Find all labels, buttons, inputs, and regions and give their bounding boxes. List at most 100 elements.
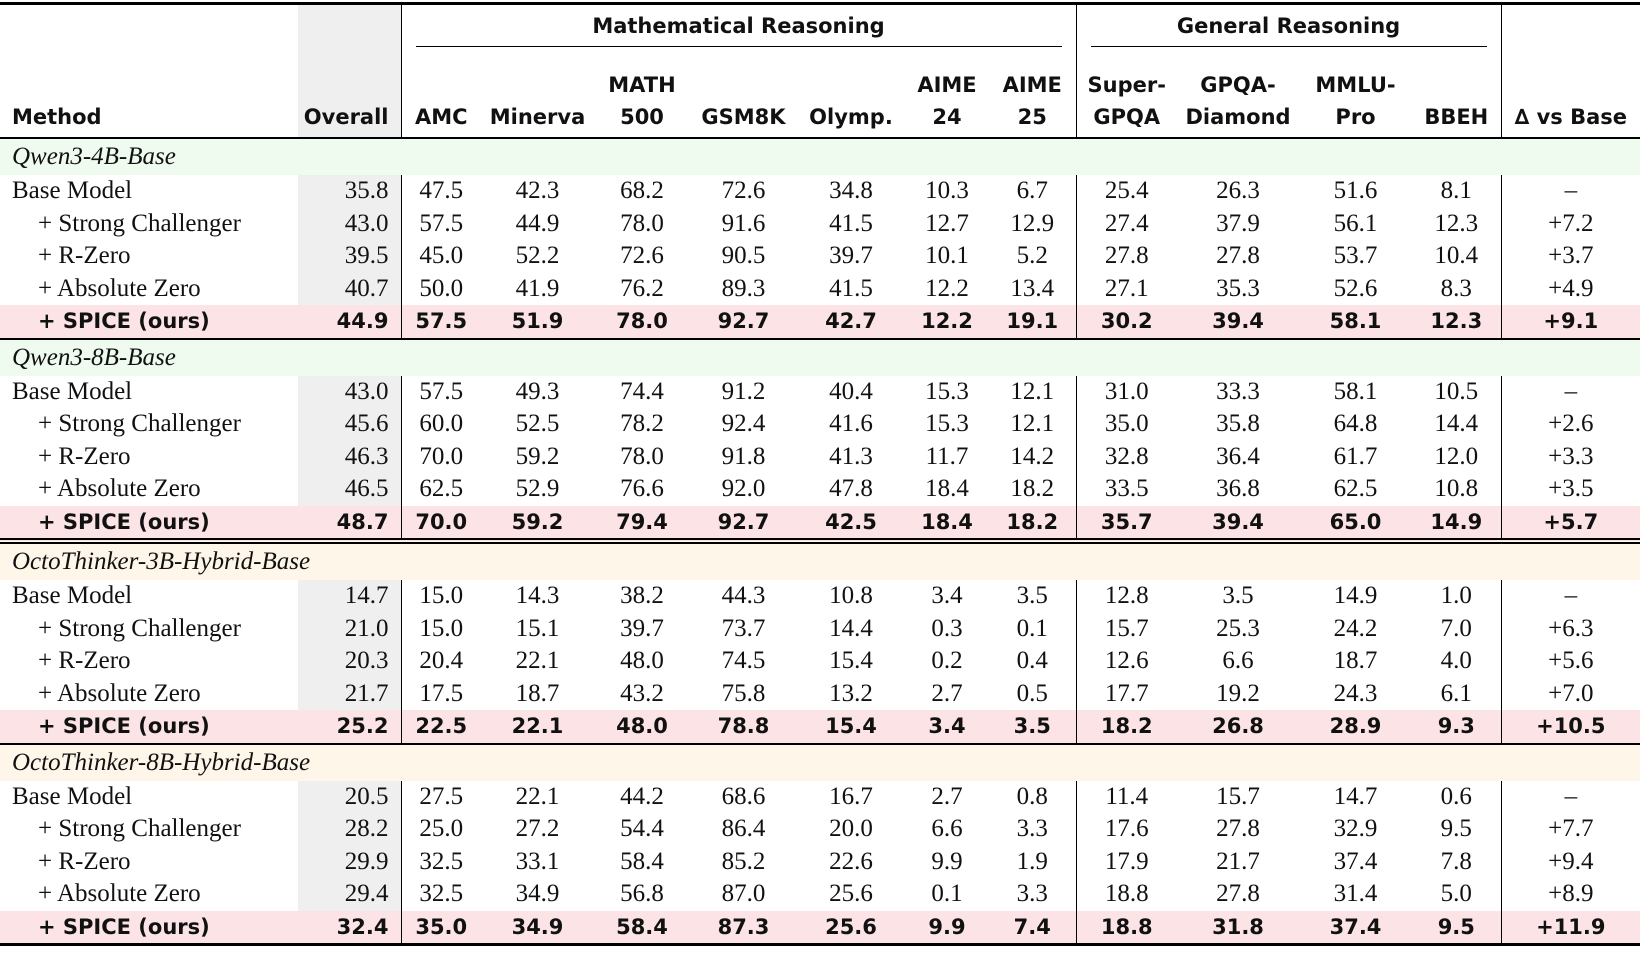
method-name: + R-Zero	[38, 647, 131, 675]
score-cell: 15.0	[419, 614, 464, 642]
score-cell: 24.2	[1333, 614, 1378, 642]
score-cell: 43.0	[298, 375, 402, 408]
column-header-line: Super-	[1087, 73, 1166, 97]
score-cell: 10.3	[925, 177, 969, 205]
score-cell: 5.2	[989, 240, 1077, 273]
score-cell: 0.3	[931, 614, 963, 642]
score-cell: 87.0	[721, 880, 766, 908]
score-cell: 86.4	[721, 815, 766, 843]
score-cell: 52.5	[515, 410, 560, 438]
score-cell: 3.5	[989, 710, 1077, 744]
column-header: MATH 500	[594, 51, 690, 138]
method-name: + SPICE (ours)	[0, 305, 298, 339]
result-row: + Strong Challenger 28.2 25.0 27.2 54.4 86.4 2…	[0, 813, 1640, 846]
score-cell: 62.5	[1333, 475, 1378, 503]
column-header: AIME 24	[905, 51, 989, 138]
score-cell: 14.2	[989, 440, 1077, 473]
score-cell: 9.5	[1412, 813, 1502, 846]
score-cell: 92.0	[721, 475, 766, 503]
score-cell: 39.4	[1177, 305, 1300, 339]
column-header: BBEH	[1412, 51, 1502, 138]
column-header-line: GPQA	[1093, 105, 1161, 129]
score-cell: 20.4	[419, 647, 464, 675]
score-cell: 10.8	[1412, 473, 1502, 506]
column-header: Minerva	[481, 51, 594, 138]
score-cell: 12.2	[905, 305, 989, 339]
score-cell: 92.4	[721, 410, 766, 438]
column-header-line: GSM8K	[701, 105, 786, 129]
score-cell: 9.3	[1412, 710, 1502, 744]
score-cell: 54.4	[620, 815, 664, 843]
section-title: OctoThinker-3B-Hybrid-Base	[0, 541, 1640, 580]
result-row: Base Model 35.8 47.5 42.3 68.2 72.6 34.8 10.3 6.…	[0, 175, 1640, 208]
score-cell: 51.9	[481, 305, 594, 339]
model-section: OctoThinker-8B-Hybrid-Base Base Model 20.5…	[0, 743, 1640, 945]
score-cell: 18.4	[925, 475, 969, 503]
model-section: OctoThinker-3B-Hybrid-Base Base Model 14.7…	[0, 541, 1640, 744]
empty-cell	[298, 3, 402, 51]
score-cell: +7.2	[1548, 209, 1594, 237]
score-cell: 17.6	[1104, 815, 1149, 843]
score-cell: +4.9	[1548, 274, 1594, 302]
score-cell: 70.0	[401, 505, 481, 541]
column-header: Overall	[298, 51, 402, 138]
section-title-row: OctoThinker-8B-Hybrid-Base	[0, 743, 1640, 781]
score-cell: +3.5	[1548, 475, 1594, 503]
score-cell: 64.8	[1333, 410, 1378, 438]
score-cell: 92.7	[690, 505, 797, 541]
score-cell: 79.4	[594, 505, 690, 541]
result-row: + Strong Challenger 43.0 57.5 44.9 78.0 91.6 4…	[0, 207, 1640, 240]
empty-cell	[0, 4, 298, 52]
score-cell: 27.8	[1216, 242, 1260, 270]
method-name: + R-Zero	[38, 442, 131, 470]
score-cell: 28.2	[298, 813, 402, 846]
score-cell: 9.5	[1412, 910, 1502, 945]
score-cell: 74.4	[620, 377, 664, 405]
score-cell: 48.0	[594, 710, 690, 744]
score-cell: +10.5	[1501, 710, 1640, 744]
score-cell: 28.9	[1299, 710, 1413, 744]
score-cell: 0.6	[1412, 780, 1502, 813]
score-cell: +2.6	[1548, 410, 1594, 438]
score-cell: 53.7	[1333, 242, 1378, 270]
score-cell: 25.3	[1216, 614, 1260, 642]
score-cell: 12.3	[1412, 305, 1502, 339]
score-cell: 0.1	[931, 880, 963, 908]
group-header: General Reasoning	[1076, 3, 1502, 51]
score-cell: 11.7	[925, 442, 969, 470]
score-cell: 35.3	[1216, 274, 1260, 302]
score-cell: 14.4	[829, 614, 873, 642]
score-cell: 21.7	[1216, 847, 1260, 875]
column-header: Olymp.	[797, 51, 905, 138]
score-cell: 12.9	[989, 207, 1077, 240]
score-cell: 22.1	[515, 647, 560, 675]
score-cell: 22.6	[829, 847, 873, 875]
score-cell: 25.6	[797, 910, 905, 945]
score-cell: 12.8	[1104, 582, 1149, 610]
score-cell: +5.7	[1501, 505, 1640, 541]
column-header-line: 500	[620, 105, 664, 129]
score-cell: 89.3	[721, 274, 766, 302]
score-cell: 22.1	[515, 782, 560, 810]
result-row: Base Model 14.7 15.0 14.3 38.2 44.3 10.8 3.4 3.5…	[0, 580, 1640, 613]
score-cell: 18.2	[1076, 710, 1178, 744]
score-cell: 65.0	[1299, 505, 1413, 541]
score-cell: 12.1	[989, 375, 1077, 408]
score-cell: 51.6	[1333, 177, 1378, 205]
group-header: Mathematical Reasoning	[401, 3, 1077, 51]
score-cell: 7.8	[1412, 845, 1502, 878]
score-cell: 78.0	[594, 305, 690, 339]
score-cell: 14.7	[298, 580, 402, 613]
score-cell: 17.9	[1104, 847, 1149, 875]
column-header-row: Method Overall AMC Minerva MATH 500 GSM8K Olymp…	[0, 51, 1640, 138]
score-cell: +8.9	[1548, 880, 1594, 908]
score-cell: 78.8	[690, 710, 797, 744]
column-header-line: GPQA-	[1200, 73, 1276, 97]
score-cell: 15.1	[515, 614, 560, 642]
score-cell: 27.1	[1104, 274, 1149, 302]
score-cell: 13.4	[989, 272, 1077, 305]
score-cell: 2.7	[931, 782, 963, 810]
score-cell: 37.4	[1333, 847, 1378, 875]
score-cell: 36.8	[1216, 475, 1260, 503]
score-cell: 34.9	[481, 910, 594, 945]
